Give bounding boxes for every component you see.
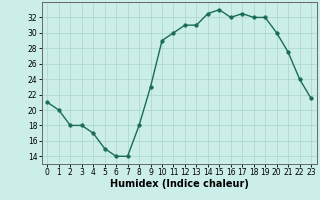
- X-axis label: Humidex (Indice chaleur): Humidex (Indice chaleur): [110, 179, 249, 189]
